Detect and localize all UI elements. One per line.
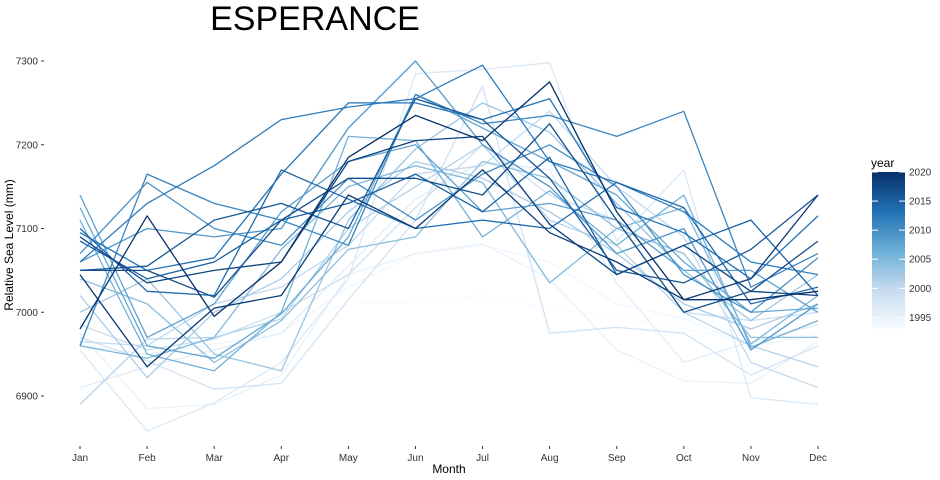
series-line-1998 bbox=[79, 85, 819, 390]
legend-ticks: 1995 2000 2005 2010 2015 2020 bbox=[872, 168, 932, 324]
x-tick-label: Jun bbox=[407, 453, 423, 464]
x-tick-label: Aug bbox=[541, 453, 559, 464]
series-line-2013 bbox=[79, 98, 819, 280]
series-line-2010 bbox=[79, 144, 819, 313]
series-line-2012 bbox=[79, 64, 819, 276]
series-line-1993 bbox=[79, 294, 819, 343]
year-legend: year 1995 2000 2005 2010 2015 2020 bbox=[871, 156, 932, 329]
x-axis-title: Month bbox=[432, 462, 465, 476]
chart-title: ESPERANCE bbox=[210, 0, 420, 38]
x-tick-label: Feb bbox=[138, 453, 156, 464]
y-tick-label: 7300 bbox=[16, 57, 39, 68]
legend-tick-label: 2005 bbox=[909, 255, 932, 266]
series-line-2015 bbox=[79, 156, 819, 296]
x-tick-label: Mar bbox=[206, 453, 224, 464]
series-line-2019 bbox=[79, 169, 819, 368]
x-tick-label: Dec bbox=[809, 453, 827, 464]
series-line-2018 bbox=[79, 135, 819, 297]
legend-tick-label: 2000 bbox=[909, 284, 932, 295]
x-tick-label: May bbox=[339, 453, 358, 464]
legend-tick-label: 2015 bbox=[909, 197, 932, 208]
series-line-2002 bbox=[79, 160, 819, 379]
x-tick-label: Apr bbox=[273, 453, 289, 464]
series-line-2014 bbox=[79, 169, 819, 305]
series-line-2020 bbox=[79, 81, 819, 330]
series-line-2011 bbox=[79, 93, 819, 347]
x-tick-label: Oct bbox=[676, 453, 692, 464]
series-line-1995 bbox=[79, 242, 819, 410]
y-tick-label: 7000 bbox=[16, 308, 39, 319]
y-tick-label: 7200 bbox=[16, 140, 39, 151]
x-tick-label: Jan bbox=[72, 453, 88, 464]
series-line-2005 bbox=[79, 165, 819, 359]
y-axis-title: Relative Sea Level (mm) bbox=[2, 179, 16, 310]
x-tick-label: Jul bbox=[476, 453, 489, 464]
legend-tick-label: 1995 bbox=[909, 313, 932, 324]
y-tick-label: 6900 bbox=[16, 392, 39, 403]
x-tick-label: Nov bbox=[742, 453, 760, 464]
series-line-2009 bbox=[79, 60, 819, 351]
legend-colorbar bbox=[872, 172, 905, 329]
series-line-2001 bbox=[79, 144, 819, 405]
series-line-1994 bbox=[79, 244, 819, 355]
legend-title: year bbox=[871, 156, 894, 170]
series-line-2016 bbox=[79, 98, 819, 284]
series-line-2017 bbox=[80, 123, 819, 313]
y-axis: 6900 7000 7100 7200 7300 bbox=[16, 57, 44, 403]
x-tick-label: Sep bbox=[608, 453, 626, 464]
y-tick-label: 7100 bbox=[16, 224, 39, 235]
series-line-1997 bbox=[79, 62, 819, 432]
series-line-2008 bbox=[79, 144, 819, 339]
x-axis: Jan Feb Mar Apr May Jun Jul Aug Sep Oct Nov Dec bbox=[72, 446, 827, 464]
series-lines bbox=[79, 60, 819, 432]
legend-tick-label: 2010 bbox=[909, 226, 932, 237]
legend-tick-label: 2020 bbox=[909, 168, 932, 179]
